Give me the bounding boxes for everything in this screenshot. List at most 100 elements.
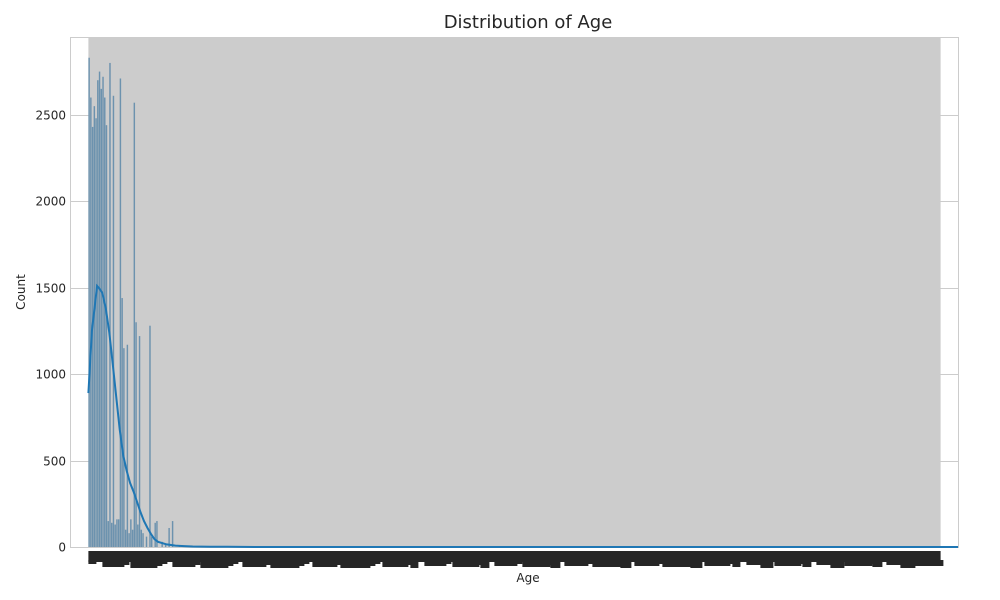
x-tick-label-fragment [648,560,665,564]
histogram-bar [142,533,144,547]
x-tick-label-fragment [620,560,632,568]
kde-curve [87,283,958,548]
y-tick-label: 1000 [35,368,66,382]
histogram-bar [109,62,111,548]
y-axis-ticks: 0 500 1000 1500 2000 2500 [35,109,66,555]
histogram-bar [107,521,109,547]
x-tick-label-fragment [284,560,305,566]
x-tick-label-fragment [158,560,168,564]
x-tick-label-fragment [536,560,556,565]
histogram-bar [100,88,103,547]
x-tick-label-fragment [88,560,97,564]
x-tick-label-fragment [718,560,736,564]
histogram-bar [161,541,163,547]
x-tick-label-fragment [886,560,911,565]
x-tick-label-fragment [144,560,163,566]
x-tick-label-fragment [438,560,452,564]
histogram-bar [149,325,151,547]
x-tick-label-fragment [396,560,414,565]
x-axis-label: Age [516,571,539,585]
x-tick-label-fragment [214,560,234,566]
x-tick-label-fragment [760,560,774,568]
histogram-bar [171,521,174,547]
histogram-bar [117,519,120,547]
histogram-bar [168,527,170,547]
histogram-bar [135,322,137,547]
x-tick-label-fragment [480,560,490,568]
x-tick-label-fragment [354,560,376,566]
x-tick-label-fragment [326,560,343,565]
histogram-bar [151,536,153,547]
x-tick-label-fragment [424,560,447,566]
histogram-bar [114,524,116,547]
histogram-bar [156,521,158,547]
x-tick-label-fragment [466,560,485,565]
histogram-bar [98,71,101,548]
x-tick-label-fragment [256,560,272,565]
histogram-bar [119,78,122,548]
x-tick-label-fragment [732,560,741,567]
y-axis-label: Count [14,274,28,310]
x-tick-label-fragment [802,560,812,567]
histogram-bar [112,95,115,547]
x-tick-label-fragment [116,560,130,565]
x-tick-label-fragment [816,560,840,565]
x-tick-label-fragment [494,560,518,566]
histogram-bar [124,529,127,547]
x-tick-label-fragment [186,560,201,565]
y-tick-label: 0 [58,541,66,555]
x-tick-label-cluster [88,551,941,562]
x-tick-label-fragment [550,560,561,568]
histogram-bar [90,97,92,547]
x-tick-label-fragment [172,560,196,567]
histogram-bar [138,336,141,547]
histogram-bar [97,80,99,547]
x-axis-tick-labels [88,551,944,568]
histogram-bar [88,57,90,548]
x-tick-label-fragment [102,560,125,567]
histogram-bar [104,97,106,547]
age-range-band [88,37,941,547]
x-tick-label-fragment [312,560,338,567]
histogram-bar [111,522,113,547]
histogram-bars [88,57,195,548]
x-tick-label-fragment [872,560,883,567]
x-tick-label-fragment [382,560,409,567]
histogram-bar [105,125,108,547]
y-tick-label: 1500 [35,282,66,296]
x-tick-label-fragment [788,560,807,564]
x-tick-label-fragment [900,560,916,568]
y-tick-label: 2500 [35,109,66,123]
histogram-bar [93,106,96,548]
histogram-bar [131,529,134,547]
x-tick-label-fragment [564,560,589,566]
histogram-bar [164,543,167,547]
histogram-bar [133,102,136,547]
histogram-bar [91,126,94,547]
x-tick-label-fragment [606,560,627,565]
x-tick-label-fragment [508,560,523,564]
y-tick-label: 500 [43,455,66,469]
chart-title: Distribution of Age [444,12,613,33]
histogram-bar [154,522,156,547]
y-tick-label: 2000 [35,195,66,209]
x-tick-label-fragment [858,560,878,564]
x-tick-label-fragment [676,560,698,565]
histogram-bar [145,536,148,547]
x-tick-label-fragment [704,560,731,566]
x-tick-label-fragment [634,560,660,566]
histogram-bar [137,524,139,547]
x-tick-label-fragment [130,560,158,568]
histogram-bar [140,529,143,547]
x-tick-label-fragment [242,560,267,567]
histogram-bar [102,76,104,548]
x-tick-label-fragment [914,560,944,566]
histogram-bar [130,519,132,547]
histogram-bar [123,348,125,547]
histogram-bar [116,519,118,547]
histogram-bar [121,298,123,547]
x-tick-label-fragment [774,560,802,566]
x-tick-label-fragment [298,560,310,564]
x-tick-label-fragment [578,560,594,564]
